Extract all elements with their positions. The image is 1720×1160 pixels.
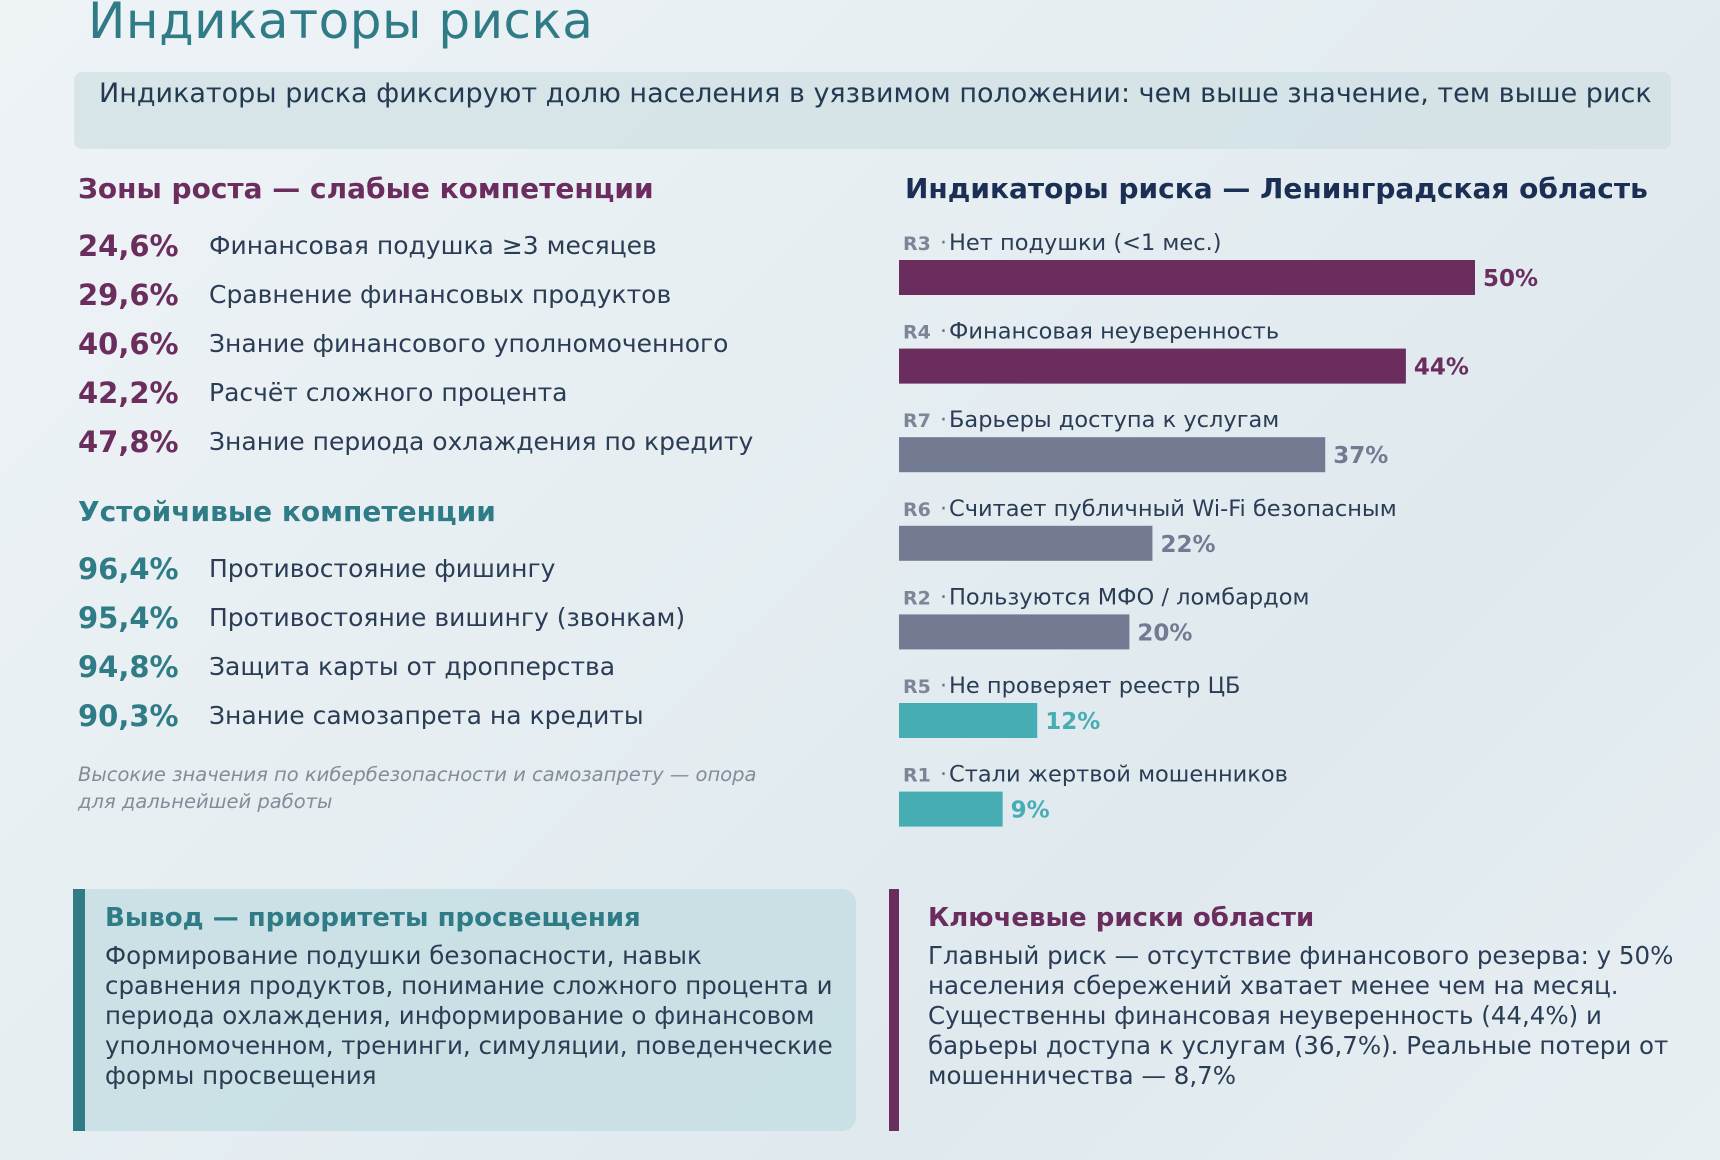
bar-r2 [899,614,1130,650]
bar-r6 [899,525,1153,561]
bar-r3 [899,260,1475,295]
subtitle-text: Индикаторы риска фиксируют долю населени… [99,78,1652,109]
bar-code-label: R5 [903,676,931,698]
kpi-value: 24,6% [78,229,179,263]
conclusion-title: Вывод — приоритеты просвещения [105,903,641,933]
bar-category-label: Не проверяет реестр ЦБ [949,673,1240,699]
footnote: Высокие значения по кибербезопасности и … [78,763,757,813]
kpi-label: Знание самозапрета на кредиты [209,701,644,730]
bar-code-label: R6 [903,499,931,521]
kpi-value: 40,6% [78,327,179,361]
bar-value-label: 22% [1160,532,1215,558]
bar-value-label: 9% [1011,798,1050,824]
kpi-value: 29,6% [78,278,179,312]
kpi-value: 42,2% [78,376,179,410]
chart-title: Индикаторы риска — Ленинградская область [905,172,1648,205]
kpi-label: Противостояние фишингу [209,554,556,583]
bar-separator-dot: · [940,497,947,522]
kpi-label: Расчёт сложного процента [209,378,568,407]
bar-category-label: Финансовая неуверенность [949,319,1279,345]
key-risks-title: Ключевые риски области [928,903,1315,933]
bar-category-label: Считает публичный Wi-Fi безопасным [949,496,1397,522]
kpi-label: Сравнение финансовых продуктов [209,280,672,309]
bar-separator-dot: · [940,585,947,610]
kpi-label: Финансовая подушка ≥3 месяцев [209,231,657,260]
kpi-label: Защита карты от дропперства [209,652,616,681]
bar-separator-dot: · [940,320,947,345]
kpi-value: 90,3% [78,699,179,733]
bar-category-label: Пользуются МФО / ломбардом [949,584,1309,610]
key-risks-card: Ключевые риски области Главный риск — от… [889,889,1689,1131]
bar-value-label: 50% [1483,266,1538,292]
bar-r7 [899,437,1326,473]
bar-r4 [899,348,1406,384]
kpi-value: 95,4% [78,601,179,635]
page-title: Индикаторы риска [88,0,594,50]
kpi-value: 94,8% [78,650,179,684]
bar-category-label: Барьеры доступа к услугам [949,407,1279,433]
subtitle-box: Индикаторы риска фиксируют долю населени… [74,72,1671,149]
key-risks-text: Главный риск — отсутствие финансового ре… [928,941,1674,1090]
weak-competencies-title: Зоны роста — слабые компетенции [78,172,654,205]
bar-value-label: 44% [1414,355,1469,381]
bar-category-label: Стали жертвой мошенников [949,762,1288,788]
bar-separator-dot: · [940,231,947,256]
bar-code-label: R2 [903,587,931,609]
bar-value-label: 37% [1333,443,1388,469]
conclusion-card: Вывод — приоритеты просвещения Формирова… [73,889,856,1131]
bar-code-label: R4 [903,322,931,344]
conclusion-text: Формирование подушки безопасности, навык… [105,941,833,1090]
kpi-label: Знание финансового уполномоченного [209,329,729,358]
risk-bar-chart: R3 · Нет подушки (<1 мес.)50%R4 · Финансовая… [899,230,1538,827]
kpi-value: 96,4% [78,552,179,586]
bar-value-label: 12% [1045,709,1100,735]
bar-code-label: R3 [903,233,931,255]
bar-r1 [899,791,1003,827]
kpi-label: Знание периода охлаждения по кредиту [209,427,754,456]
bar-separator-dot: · [940,763,947,788]
strong-competencies-title: Устойчивые компетенции [78,495,496,528]
bar-separator-dot: · [940,408,947,433]
bar-r5 [899,703,1038,738]
bar-category-label: Нет подушки (<1 мес.) [949,230,1222,256]
kpi-label: Противостояние вишингу (звонкам) [209,603,686,632]
bar-code-label: R7 [903,410,931,432]
bar-code-label: R1 [903,765,931,787]
kpi-value: 47,8% [78,425,179,459]
bar-value-label: 20% [1137,620,1192,646]
bar-separator-dot: · [940,674,947,699]
